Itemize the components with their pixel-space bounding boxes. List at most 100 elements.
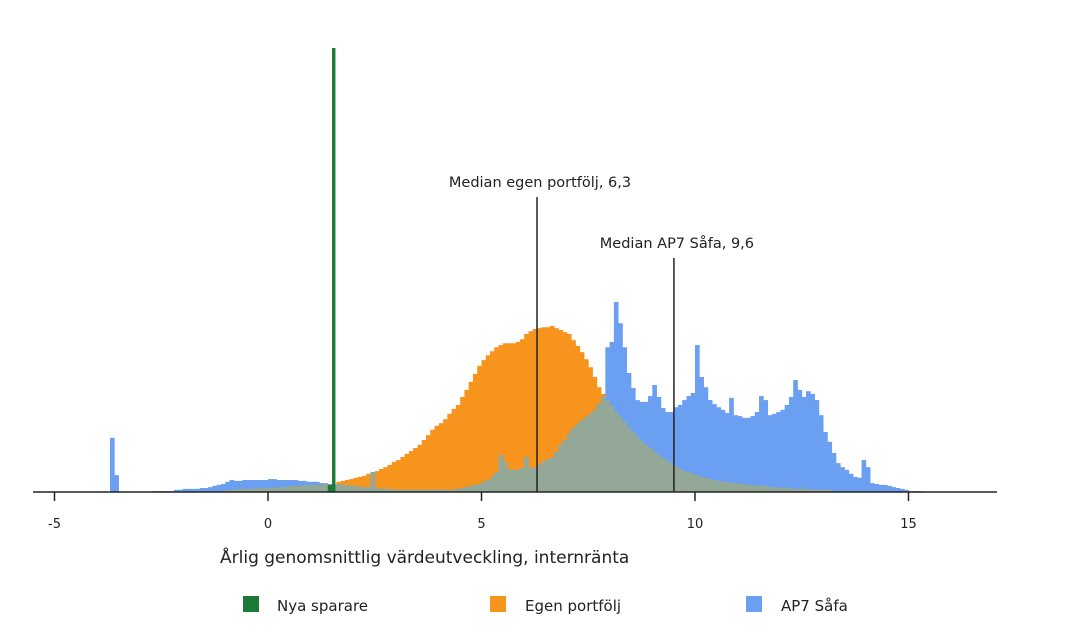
- histogram-bar-ap7-safa: [656, 396, 662, 492]
- histogram-bar-egen-portfolj: [455, 404, 461, 492]
- legend-label: Egen portfölj: [525, 597, 621, 615]
- histogram-bar-overlap: [396, 489, 401, 492]
- histogram-bar-overlap: [472, 484, 478, 492]
- histogram-bar-overlap: [344, 484, 350, 492]
- histogram-bar-egen-portfolj: [434, 425, 440, 492]
- histogram-bar-ap7-safa: [174, 489, 179, 492]
- histogram-bar-ap7-safa: [225, 481, 230, 492]
- histogram-bar-overlap: [468, 485, 474, 492]
- histogram-bar-overlap: [438, 489, 444, 492]
- histogram-bar-ap7-safa: [648, 396, 653, 492]
- histogram-bar-ap7-safa: [733, 415, 739, 492]
- histogram-bar-egen-portfolj: [464, 389, 470, 492]
- histogram-bar-egen-portfolj: [472, 373, 478, 492]
- histogram-bar-ap7-safa: [216, 484, 222, 492]
- histogram-bar-overlap: [259, 488, 265, 492]
- histogram-bar-ap7-safa: [818, 415, 824, 492]
- histogram-bar-overlap: [592, 409, 598, 492]
- histogram-bar-ap7-safa: [203, 488, 209, 492]
- histogram-bar-egen-portfolj: [404, 453, 410, 492]
- histogram-bar-egen-portfolj: [374, 471, 380, 492]
- histogram-bar-overlap: [494, 472, 499, 492]
- histogram-bar-ap7-safa: [835, 463, 841, 492]
- legend-item-nya-sparare[interactable]: Nya sparare: [243, 596, 368, 615]
- histogram-bar-ap7-safa: [852, 476, 858, 492]
- histogram-bar-overlap: [652, 451, 657, 492]
- histogram-bar-ap7-safa: [737, 416, 743, 492]
- histogram-bar-overlap: [263, 488, 269, 492]
- histogram-bar-overlap: [669, 463, 675, 492]
- histogram-bar-ap7-safa: [861, 460, 867, 492]
- histogram-bar-overlap: [596, 404, 602, 492]
- histogram-bar-overlap: [545, 459, 551, 492]
- histogram-bar-overlap: [759, 485, 764, 492]
- histogram-bar-ap7-safa: [703, 387, 709, 492]
- histogram-bar-overlap: [575, 424, 581, 492]
- histogram-bar-egen-portfolj: [460, 396, 465, 492]
- histogram-bar-ap7-safa: [182, 488, 188, 492]
- histogram-bar-ap7-safa: [208, 487, 213, 492]
- histogram-bar-overlap: [293, 485, 299, 492]
- histogram-bar-overlap: [443, 489, 448, 492]
- histogram-bar-ap7-safa: [827, 441, 833, 492]
- histogram-bar-nya-sparare: [332, 48, 336, 492]
- histogram-bar-ap7-safa: [280, 480, 286, 492]
- legend-item-egen-portfolj[interactable]: Egen portfölj: [490, 596, 621, 615]
- histogram-bar-ap7-safa: [618, 323, 623, 492]
- histogram-bar-ap7-safa: [857, 477, 862, 492]
- histogram-bar-ap7-safa: [899, 488, 905, 492]
- histogram-bar-ap7-safa: [895, 488, 901, 492]
- histogram-bar-ap7-safa: [904, 489, 909, 492]
- histogram-bar-egen-portfolj: [417, 444, 423, 492]
- histogram-bar-ap7-safa: [750, 416, 756, 492]
- histogram-bar-overlap: [498, 455, 504, 492]
- histogram-bar-ap7-safa: [242, 480, 248, 492]
- histogram-bar-overlap: [451, 489, 457, 492]
- histogram-bar-ap7-safa: [669, 412, 675, 492]
- legend-item-ap7-safa[interactable]: AP7 Såfa: [746, 596, 848, 615]
- histogram-bar-overlap: [682, 471, 687, 492]
- histogram-bar-overlap: [349, 485, 354, 492]
- histogram-bar-ap7-safa: [673, 407, 679, 492]
- histogram-bar-ap7-safa: [754, 412, 760, 492]
- histogram-bar-ap7-safa: [797, 389, 803, 492]
- histogram-bar-overlap: [724, 481, 730, 492]
- histogram-bar-egen-portfolj: [447, 413, 453, 492]
- histogram-bar-overlap: [366, 487, 371, 492]
- histogram-bar-overlap: [801, 488, 807, 492]
- histogram-bar-egen-portfolj: [498, 345, 504, 492]
- histogram-bar-overlap: [528, 468, 534, 492]
- histogram-bar-overlap: [699, 476, 704, 492]
- histogram-bar-ap7-safa: [276, 480, 282, 492]
- histogram-bar-ap7-safa: [848, 473, 854, 492]
- histogram-bar-overlap: [268, 488, 273, 492]
- histogram-bar-overlap: [746, 484, 751, 492]
- histogram-bar-overlap: [306, 484, 312, 492]
- histogram-bar-egen-portfolj: [379, 468, 384, 492]
- histogram-bar-ap7-safa: [191, 488, 196, 492]
- histogram-bar-egen-portfolj: [366, 473, 371, 492]
- histogram-bar-overlap: [524, 456, 529, 492]
- histogram-bar-overlap: [605, 400, 610, 492]
- histogram-bar-ap7-safa: [801, 396, 807, 492]
- histogram-bar-ap7-safa: [882, 484, 888, 492]
- histogram-bar-overlap: [741, 484, 747, 492]
- histogram-bar-egen-portfolj: [571, 340, 576, 492]
- histogram-bar-egen-portfolj: [451, 408, 457, 492]
- histogram-bar-overlap: [579, 420, 585, 492]
- histogram-bar-overlap: [695, 475, 700, 492]
- histogram-bar-overlap: [622, 421, 628, 492]
- histogram-bar-ap7-safa: [199, 488, 205, 492]
- histogram-bar-ap7-safa: [259, 480, 265, 492]
- histogram-bar-egen-portfolj: [425, 435, 431, 492]
- histogram-bar-nya-sparare: [327, 484, 333, 492]
- histogram-bar-ap7-safa: [114, 475, 119, 492]
- histogram-bar-overlap: [255, 488, 260, 492]
- histogram-bar-ap7-safa: [699, 377, 704, 492]
- legend-swatch-blue: [746, 596, 762, 612]
- histogram-bar-ap7-safa: [268, 479, 273, 492]
- histogram-bar-overlap: [707, 479, 713, 492]
- histogram-bar-egen-portfolj: [515, 341, 521, 492]
- histogram-bar-egen-portfolj: [357, 476, 363, 492]
- histogram-bar-ap7-safa: [776, 412, 781, 492]
